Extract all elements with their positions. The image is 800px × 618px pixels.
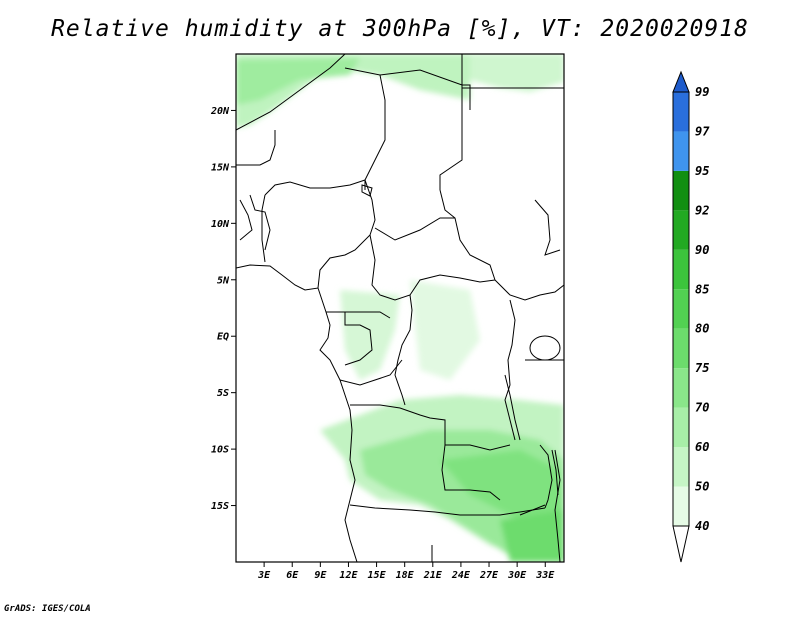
border-libya-chad xyxy=(364,74,386,190)
border-gabon-cam xyxy=(326,311,391,319)
border-ghana xyxy=(249,194,271,251)
lon-tick-label: 27E xyxy=(479,570,499,581)
colorbar-band xyxy=(673,249,689,290)
longitude-axis: 3E 6E 9E 12E 15E 18E 21E 24E 27E 30E 33E xyxy=(257,562,555,581)
lon-tick-label: 18E xyxy=(396,570,415,581)
border-algeria-libya xyxy=(236,54,346,131)
border-drc-angola xyxy=(350,404,511,451)
credit-text: GrADS: IGES/COLA xyxy=(4,604,91,614)
colorbar-label: 80 xyxy=(695,322,709,336)
lake-chad xyxy=(361,184,373,197)
chart-title: Relative humidity at 300hPa [%], VT: 202… xyxy=(51,16,749,42)
colorbar-band xyxy=(673,407,689,448)
map-frame xyxy=(235,53,565,563)
lon-tick-label: 3E xyxy=(257,570,271,581)
colorbar-band xyxy=(673,92,689,132)
colorbar-band xyxy=(673,289,689,329)
humidity-area-southeast xyxy=(500,510,564,562)
lon-tick-label: 30E xyxy=(507,570,527,581)
country-borders xyxy=(236,54,564,562)
colorbar-band xyxy=(673,368,689,408)
colorbar-label: 40 xyxy=(695,519,709,533)
lake-kariba xyxy=(519,504,546,516)
border-nigeria-cam2 xyxy=(317,179,376,289)
lon-tick-label: 6E xyxy=(286,570,299,581)
lake-victoria xyxy=(529,335,561,361)
colorbar-band xyxy=(673,328,689,369)
border-tanzania-moz xyxy=(539,444,553,509)
lat-tick-label: 5S xyxy=(217,388,229,399)
colorbar: 40 50 60 70 75 80 85 90 92 95 97 99 xyxy=(672,70,710,563)
lat-tick-label: 10S xyxy=(211,445,229,456)
border-moz-east xyxy=(554,449,561,562)
border-drc-north xyxy=(394,294,413,406)
colorbar-label: 99 xyxy=(695,85,709,99)
colorbar-band xyxy=(673,210,689,250)
colorbar-label: 60 xyxy=(695,440,709,454)
lake-malawi xyxy=(551,449,559,496)
border-angola-zambia xyxy=(441,444,501,501)
colorbar-label: 75 xyxy=(695,361,709,375)
border-chad-car xyxy=(374,217,455,241)
border-sudan-ethiopia xyxy=(534,199,561,256)
lon-tick-label: 24E xyxy=(451,570,471,581)
border-niger-nigeria xyxy=(236,130,276,166)
border-cabinda xyxy=(339,359,403,386)
humidity-area-northeast xyxy=(470,54,564,92)
humidity-area-central-east xyxy=(410,280,480,380)
lakes xyxy=(361,184,561,516)
colorbar-band xyxy=(673,447,689,487)
border-angola-namibia xyxy=(349,504,480,516)
colorbar-label: 90 xyxy=(695,243,709,257)
colorbar-band xyxy=(673,131,689,171)
colorbar-label: 50 xyxy=(695,480,709,494)
humidity-area-north-core xyxy=(236,58,360,105)
lon-tick-label: 12E xyxy=(339,570,358,581)
lat-tick-label: EQ xyxy=(217,332,229,343)
lon-tick-label: 33E xyxy=(535,570,555,581)
border-chad-sudan xyxy=(439,189,496,281)
latitude-axis: 20N 15N 10N 5N EQ 5S 10S 15S xyxy=(210,106,236,512)
colorbar-label: 85 xyxy=(695,282,709,296)
colorbar-frame xyxy=(672,91,690,527)
border-west-liberia xyxy=(239,199,253,241)
coastline-west xyxy=(236,264,358,562)
border-east-uganda xyxy=(494,279,564,301)
border-north-top xyxy=(344,67,471,110)
colorbar-band xyxy=(673,486,689,526)
colorbar-top-arrow xyxy=(672,70,690,93)
border-nigeria-cameroon xyxy=(261,194,266,263)
lat-tick-label: 15N xyxy=(211,162,230,173)
lat-tick-label: 5N xyxy=(217,275,230,286)
border-congo-gabon xyxy=(344,312,373,366)
lon-tick-label: 15E xyxy=(368,570,387,581)
colorbar-bottom-arrow xyxy=(672,525,690,563)
lat-tick-label: 10N xyxy=(211,219,230,230)
colorbar-band xyxy=(673,170,689,211)
lat-tick-label: 20N xyxy=(210,106,230,117)
border-drc-east xyxy=(504,299,516,441)
lake-tanganyika xyxy=(504,374,521,441)
border-libya-egypt xyxy=(439,54,463,190)
humidity-field xyxy=(236,54,564,562)
colorbar-label: 70 xyxy=(695,401,709,415)
lon-tick-label: 21E xyxy=(423,570,443,581)
border-niger-south xyxy=(264,179,366,196)
colorbar-label: 95 xyxy=(695,164,709,178)
colorbar-label: 97 xyxy=(695,124,710,138)
lat-tick-label: 15S xyxy=(211,501,229,512)
colorbar-label: 92 xyxy=(695,203,709,217)
lon-tick-label: 9E xyxy=(314,570,327,581)
